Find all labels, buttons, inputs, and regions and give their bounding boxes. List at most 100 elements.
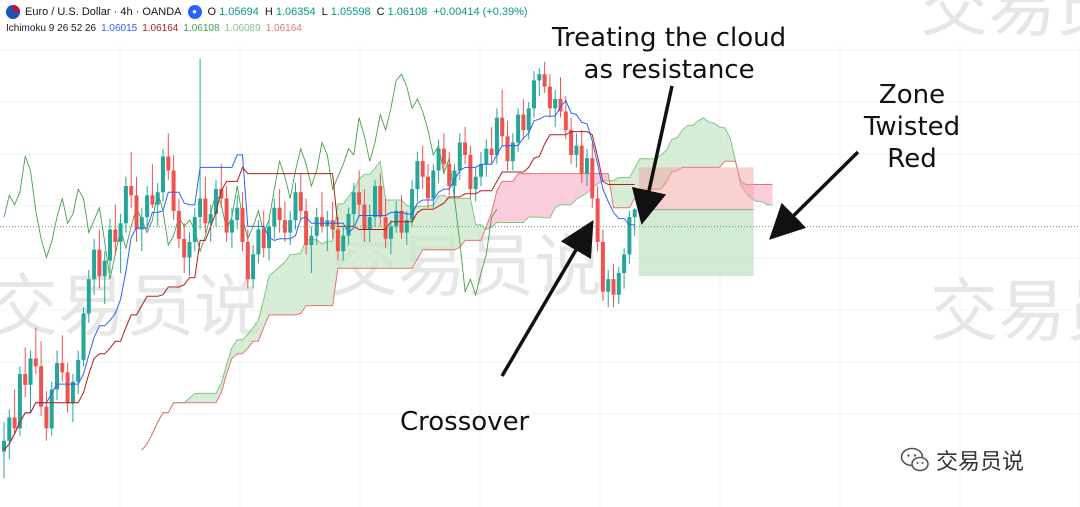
candle-body [49, 389, 54, 429]
candle-body [378, 186, 383, 218]
high-label: H [264, 6, 273, 18]
ichimoku-cloud-segment [327, 241, 333, 306]
candle-body [521, 114, 526, 131]
ichimoku-cloud-segment [364, 174, 370, 269]
ichimoku-cloud-segment [237, 339, 243, 354]
candle-body [245, 241, 250, 280]
chikou-span-line [3, 73, 498, 297]
ichimoku-cloud-segment [295, 252, 301, 315]
ichimoku-cloud-segment [443, 195, 450, 250]
candle-body [510, 142, 515, 162]
candle-body [479, 164, 483, 177]
candle-body [2, 440, 6, 452]
candle-body [532, 80, 536, 109]
candle-body [219, 189, 224, 199]
candle-body [537, 74, 542, 81]
candle-body [309, 235, 314, 246]
ichimoku-cloud-segment [332, 203, 338, 306]
candle-body [256, 229, 261, 255]
change-value: +0.00414 (+0.39%) [433, 6, 528, 18]
candle-body [39, 366, 44, 407]
ichimoku-cloud-segment [396, 199, 402, 269]
symbol-row: Euro / U.S. Dollar · 4h · OANDA ● O 1.056… [6, 5, 531, 19]
candle-body [367, 217, 372, 230]
background-watermark: 交易员说 [0, 268, 262, 347]
annotation-zone: Zone Twisted Red [858, 79, 966, 175]
candle-body [76, 359, 81, 382]
close-value: 1.06108 [387, 6, 428, 18]
wechat-watermark: 交易员说 [900, 444, 1024, 476]
ohlc-values: O 1.05694 H 1.06354 L 1.05598 C 1.06108 +0.0… [208, 6, 531, 18]
candle-body [526, 108, 531, 131]
ichimoku-cloud-segment [279, 262, 285, 315]
candle-body [224, 198, 229, 233]
candle-body [457, 142, 462, 171]
candle-body [494, 117, 499, 155]
open-label: O [207, 6, 217, 18]
candle-body [145, 195, 150, 218]
ichimoku-cloud-segment [624, 177, 630, 208]
ichimoku-cloud-segment [687, 125, 693, 168]
candle-body [198, 198, 203, 218]
ichimoku-cloud-segment [216, 383, 222, 403]
candle-body [346, 213, 351, 236]
ichimoku-cloud-segment [618, 177, 625, 208]
symbol-label[interactable]: Euro / U.S. Dollar · 4h · OANDA [25, 6, 182, 18]
candle-body [463, 142, 468, 155]
candle-body [362, 204, 367, 230]
ichimoku-cloud-segment [565, 173, 572, 205]
candle-body [558, 99, 563, 112]
low-label: L [321, 6, 328, 18]
ichimoku-cloud-segment [200, 393, 206, 403]
candle-body [616, 273, 621, 295]
ichimoku-cloud-segment [459, 198, 466, 248]
ichimoku-cloud-segment [300, 239, 307, 314]
ichimoku-cloud-segment [412, 206, 418, 269]
ichimoku-cloud-segment [428, 204, 434, 250]
candle-body [92, 249, 97, 280]
candle-body [627, 217, 632, 255]
candle-body [553, 99, 558, 109]
ichimoku-cloud-segment [422, 206, 428, 250]
candle-body [632, 209, 637, 218]
ichimoku-cloud-segment [698, 117, 704, 168]
ichimoku-cloud-segment [502, 181, 508, 223]
arrow-crossover [500, 219, 594, 377]
candle-body [569, 130, 574, 155]
indicator-label[interactable]: Ichimoku 9 26 52 26 [6, 23, 97, 34]
candle-body [335, 229, 340, 252]
ichimoku-cloud-segment [671, 137, 678, 173]
ichimoku-cloud-segment [560, 173, 566, 205]
candle-body [282, 220, 287, 233]
candle-body [7, 417, 12, 441]
candle-body [182, 238, 187, 258]
tenkan-sen-line [3, 99, 635, 451]
ichimoku-cloud-segment [576, 173, 582, 200]
market-status-icon[interactable]: ● [187, 5, 202, 19]
ichimoku-cloud-segment [682, 125, 688, 168]
ichimoku-cloud-segment [226, 347, 232, 374]
candle-body [484, 148, 489, 165]
ichimoku-cloud-segment [221, 364, 227, 393]
chikou-value: 1.06108 [183, 23, 220, 34]
candle-body [320, 217, 324, 227]
candle-body [240, 207, 245, 242]
background-watermark: 交易员说 [930, 273, 1080, 352]
candle-body [81, 313, 86, 360]
candle-body [426, 176, 430, 199]
candle-body [272, 207, 277, 227]
annotation-resistance: Treating the cloud as resistance [552, 22, 786, 86]
ichimoku-cloud-segment [518, 173, 524, 223]
candle-body [214, 189, 218, 214]
ichimoku-cloud-segment [756, 184, 762, 202]
arrow-zone [769, 150, 860, 240]
annotation-zone-line3: Red [887, 144, 937, 174]
ichimoku-cloud-segment [465, 198, 471, 241]
ichimoku-cloud-segment [571, 173, 577, 205]
kijun-value: 1.06164 [142, 23, 179, 34]
ichimoku-cloud-segment [555, 173, 561, 208]
senkou-a-value: 1.06089 [224, 23, 261, 34]
candle-body [383, 217, 388, 239]
